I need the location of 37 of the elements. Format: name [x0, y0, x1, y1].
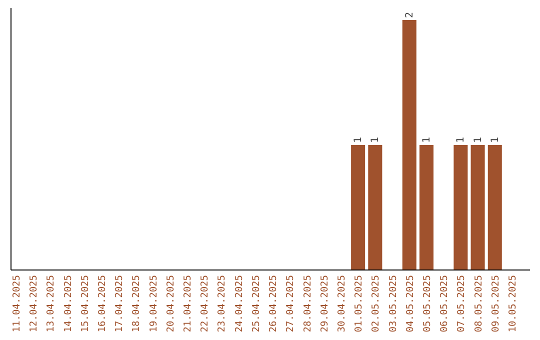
x-tick-label: 03.05.2025	[388, 275, 399, 332]
x-tick-label: 14.04.2025	[62, 275, 74, 332]
x-tick-label: 10.05.2025	[507, 275, 518, 332]
data-label: 1	[456, 136, 467, 143]
x-tick-label: 29.04.2025	[319, 275, 330, 332]
x-tick-label: 02.05.2025	[370, 275, 382, 332]
x-tick-label: 18.04.2025	[131, 275, 142, 332]
x-tick-label: 20.04.2025	[165, 275, 176, 332]
x-tick-label: 08.05.2025	[473, 275, 484, 332]
x-tick-label: 13.04.2025	[46, 275, 57, 332]
x-tick-label: 17.04.2025	[114, 275, 126, 332]
x-tick-label: 09.05.2025	[490, 275, 502, 332]
x-tick-label: 05.05.2025	[422, 275, 433, 332]
x-tick-label: 15.04.2025	[80, 275, 91, 332]
x-tick-label: 23.04.2025	[216, 275, 228, 332]
x-tick-label: 04.05.2025	[404, 275, 416, 332]
x-tick-label: 16.04.2025	[97, 275, 108, 332]
x-tick-label: 22.04.2025	[200, 275, 211, 332]
x-tick-label: 11.04.2025	[12, 275, 23, 332]
x-tick-label: 26.04.2025	[268, 275, 280, 332]
x-tick-label: 12.04.2025	[28, 275, 40, 332]
data-label: 1	[490, 136, 501, 143]
x-tick-label: 06.05.2025	[439, 275, 450, 332]
x-tick-label: 30.04.2025	[336, 275, 348, 332]
x-tick-label: 25.04.2025	[250, 275, 262, 332]
x-tick-label: 27.04.2025	[285, 275, 296, 332]
data-label: 1	[421, 136, 432, 143]
x-tick-label: 24.04.2025	[234, 275, 245, 332]
x-tick-label: 07.05.2025	[456, 275, 468, 332]
data-label: 1	[370, 136, 382, 143]
x-tick-label: 28.04.2025	[302, 275, 314, 332]
data-label: 2	[404, 12, 416, 18]
data-label: 1	[472, 136, 484, 143]
x-tick-label: 01.05.2025	[354, 275, 365, 332]
data-label: 1	[353, 136, 364, 143]
x-tick-label: 21.04.2025	[182, 275, 194, 332]
x-tick-label: 19.04.2025	[148, 275, 160, 332]
